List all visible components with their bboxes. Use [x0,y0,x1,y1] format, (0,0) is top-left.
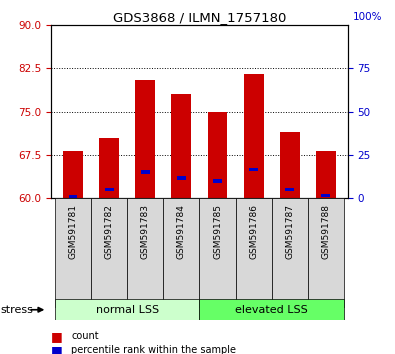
Title: GDS3868 / ILMN_1757180: GDS3868 / ILMN_1757180 [113,11,286,24]
Text: 100%: 100% [353,12,383,22]
Bar [55,299,199,320]
Text: count: count [71,331,99,341]
Text: GSM591783: GSM591783 [141,204,150,259]
Bar [308,198,344,308]
Bar [63,151,83,198]
Bar [99,137,119,198]
Bar [235,198,272,308]
Text: GSM591784: GSM591784 [177,204,186,259]
Bar [199,299,344,320]
Text: stress: stress [0,305,33,315]
Bar [55,198,91,308]
Bar [272,198,308,308]
Bar [285,188,294,191]
Bar [164,198,199,308]
Text: elevated LSS: elevated LSS [235,305,308,315]
Bar [280,132,300,198]
Bar [199,198,235,308]
Text: normal LSS: normal LSS [96,305,159,315]
Bar [127,198,164,308]
Text: GSM591787: GSM591787 [285,204,294,259]
Bar [322,194,330,197]
Bar [141,171,150,174]
Bar [244,74,263,198]
Text: GSM591786: GSM591786 [249,204,258,259]
Text: GSM591788: GSM591788 [322,204,331,259]
Bar [91,198,127,308]
Text: ■: ■ [51,344,63,354]
Text: GSM591785: GSM591785 [213,204,222,259]
Bar [177,176,186,180]
Bar [135,80,155,198]
Bar [105,188,114,191]
Bar [171,94,191,198]
Text: GSM591781: GSM591781 [68,204,77,259]
Bar [208,112,228,198]
Bar [213,179,222,183]
Text: ■: ■ [51,330,63,343]
Text: percentile rank within the sample: percentile rank within the sample [71,346,236,354]
Bar [69,195,77,198]
Bar [316,151,336,198]
Text: GSM591782: GSM591782 [105,204,114,259]
Bar [249,167,258,171]
